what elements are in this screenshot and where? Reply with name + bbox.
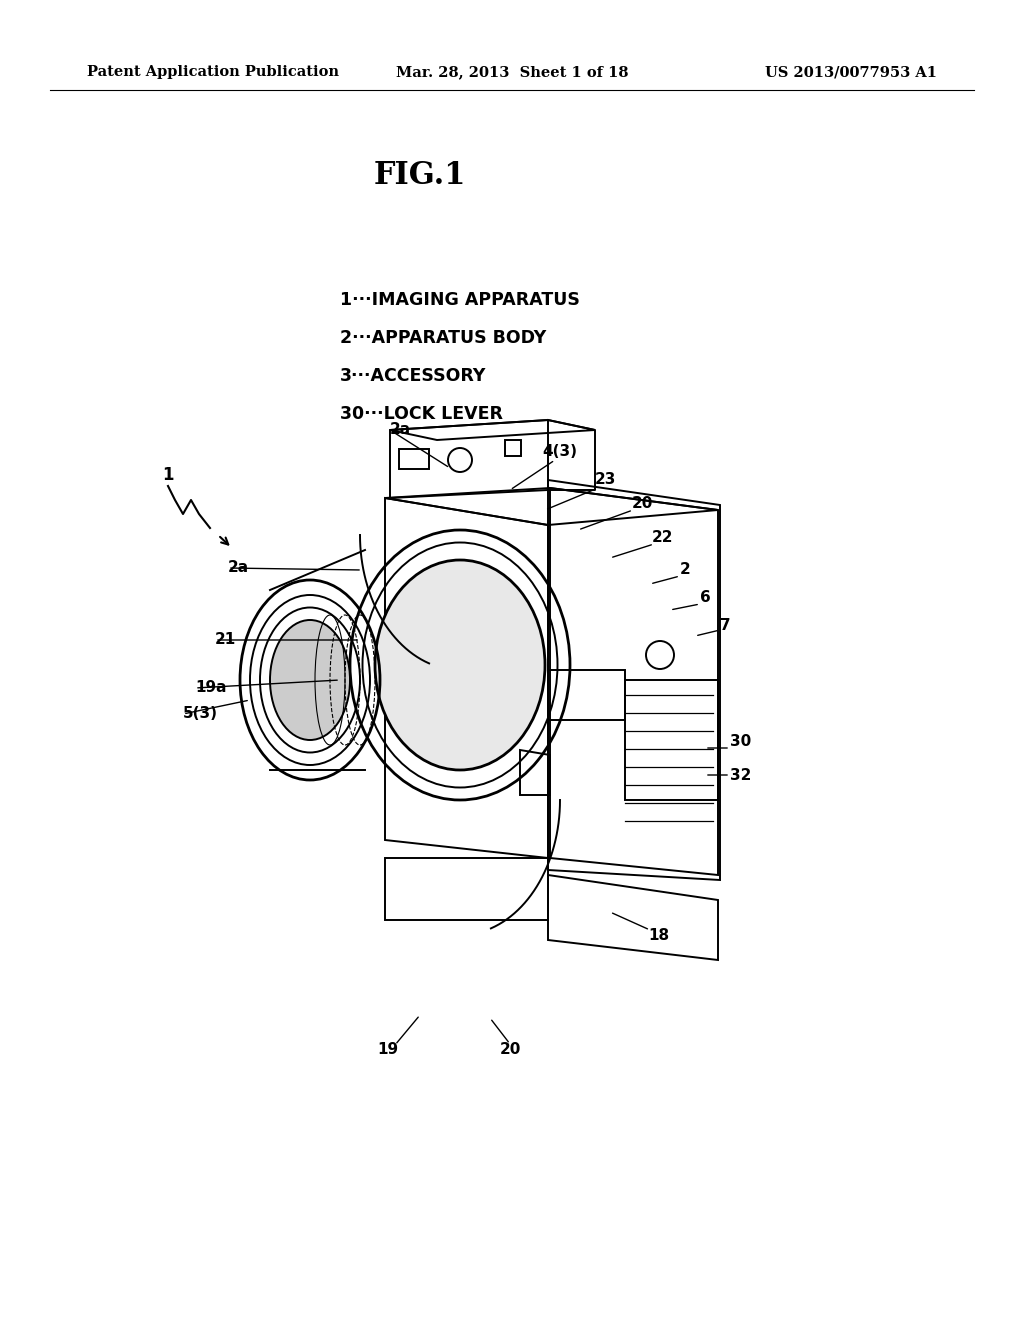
Text: 18: 18 [648,928,669,942]
Text: 32: 32 [730,767,752,783]
Text: US 2013/0077953 A1: US 2013/0077953 A1 [765,65,937,79]
Text: 1···IMAGING APPARATUS: 1···IMAGING APPARATUS [340,290,580,309]
Text: 20: 20 [632,496,653,511]
Ellipse shape [375,560,545,770]
Text: 20: 20 [500,1043,520,1057]
Text: 22: 22 [652,531,674,545]
Text: 2: 2 [680,562,691,578]
Text: 19a: 19a [195,681,226,696]
Text: Mar. 28, 2013  Sheet 1 of 18: Mar. 28, 2013 Sheet 1 of 18 [395,65,629,79]
Text: 1: 1 [162,466,174,484]
Text: 7: 7 [720,619,731,634]
Ellipse shape [270,620,350,741]
Text: Patent Application Publication: Patent Application Publication [87,65,339,79]
Text: 4(3): 4(3) [543,445,578,459]
Text: 2···APPARATUS BODY: 2···APPARATUS BODY [340,329,546,347]
Text: 3···ACCESSORY: 3···ACCESSORY [340,367,486,385]
Text: 23: 23 [595,473,616,487]
Text: 21: 21 [215,632,237,648]
Text: 19: 19 [378,1043,398,1057]
Text: FIG.1: FIG.1 [374,160,466,190]
Text: 2a: 2a [390,422,411,437]
Text: 5(3): 5(3) [183,706,218,722]
Text: 30: 30 [730,734,752,750]
Text: 6: 6 [700,590,711,606]
Text: 2a: 2a [228,561,249,576]
Text: 30···LOCK LEVER: 30···LOCK LEVER [340,405,503,422]
